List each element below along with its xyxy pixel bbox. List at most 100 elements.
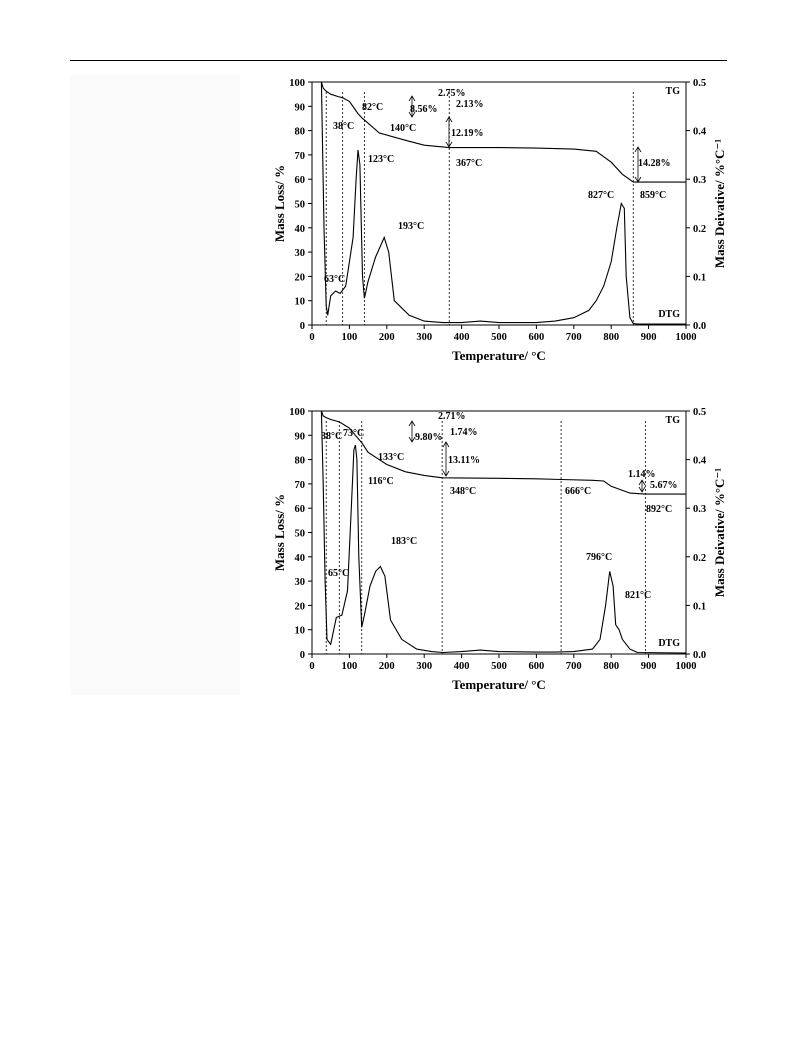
x-tick-label: 0 [309, 332, 314, 343]
annotation-label: 5.67% [650, 480, 678, 491]
y-tick-label: 20 [295, 601, 306, 612]
bracket-arrow-head [638, 486, 646, 493]
y-tick-label: 0 [300, 650, 305, 661]
y-tick-label: 90 [295, 102, 306, 113]
y2-tick-label: 0.5 [693, 78, 706, 89]
series-dtg-line [320, 410, 687, 654]
bracket-arrow-head [634, 146, 642, 153]
annotation-label: 38°C [321, 431, 342, 442]
x-tick-label: 100 [342, 661, 358, 672]
y-tick-label: 100 [289, 407, 305, 418]
y2-tick-label: 0.3 [693, 175, 706, 186]
annotation-label: 133°C [378, 452, 404, 463]
y-tick-label: 10 [295, 297, 306, 308]
x-tick-label: 900 [641, 661, 657, 672]
y-tick-label: 30 [295, 577, 306, 588]
y-tick-label: 0 [300, 321, 305, 332]
x-tick-label: 500 [491, 332, 507, 343]
plot-frame [311, 81, 687, 326]
annotation-label: 348°C [450, 486, 476, 497]
x-tick-label: 800 [603, 661, 619, 672]
y-tick-label: 80 [295, 127, 306, 138]
y-tick-label: 20 [295, 272, 306, 283]
annotation-label: 82°C [362, 102, 383, 113]
series-label-dtg: DTG [658, 638, 680, 649]
y-axis-title: Mass Loss/ % [272, 494, 287, 571]
margin-background [70, 75, 240, 695]
annotation-label: 1.14% [628, 469, 656, 480]
series-tg-line [320, 81, 686, 183]
bracket-arrow-head [408, 420, 416, 427]
x-tick-label: 400 [454, 661, 470, 672]
annotation-label: 2.13% [456, 99, 484, 110]
bracket-arrow-head [442, 441, 450, 448]
y2-tick-label: 0.2 [693, 553, 706, 564]
x-tick-label: 200 [379, 661, 395, 672]
y-tick-label: 80 [295, 456, 306, 467]
x-tick-label: 700 [566, 661, 582, 672]
annotation-label: 859°C [640, 190, 666, 201]
annotation-label: 65°C [328, 568, 349, 579]
series-label-tg: TG [666, 415, 681, 426]
chart-panel-2: 0 100 200 300 400 500 600 700 800 900 1000 0 10 20 30 4… [272, 407, 727, 692]
annotation-label: 14.28% [638, 158, 671, 169]
x-axis-title: Temperature/ °C [452, 677, 546, 692]
x-tick-label: 400 [454, 332, 470, 343]
annotation-label: 12.19% [451, 128, 484, 139]
y-tick-label: 70 [295, 480, 306, 491]
x-tick-label: 0 [309, 661, 314, 672]
y-tick-label: 70 [295, 151, 306, 162]
annotation-label: 116°C [368, 476, 394, 487]
annotation-label: 666°C [565, 486, 591, 497]
annotation-label: 2.75% [438, 88, 466, 99]
x-tick-label: 700 [566, 332, 582, 343]
y-tick-label: 50 [295, 529, 306, 540]
y2-tick-label: 0.0 [693, 321, 706, 332]
y2-tick-label: 0.1 [693, 601, 706, 612]
y2-axis-title: Mass Deivative/ %°C⁻¹ [712, 468, 727, 597]
x-tick-label: 600 [529, 332, 545, 343]
bracket-arrow-head [445, 116, 453, 123]
annotation-label: 193°C [398, 221, 424, 232]
bracket-arrow-head [634, 176, 642, 183]
x-tick-label: 300 [416, 332, 432, 343]
annotation-label: 892°C [646, 504, 672, 515]
y-tick-label: 30 [295, 248, 306, 259]
annotation-label: 140°C [390, 123, 416, 134]
x-tick-label: 900 [641, 332, 657, 343]
plot-frame [311, 410, 687, 655]
bracket-arrow-head [408, 111, 416, 118]
y-tick-label: 40 [295, 224, 306, 235]
y2-tick-label: 0.0 [693, 650, 706, 661]
annotation-label: 1.74% [450, 427, 478, 438]
page-header-rule [70, 60, 727, 61]
annotation-label: 8.56% [410, 104, 438, 115]
series-dtg-line [320, 81, 686, 325]
bracket-arrow-head [408, 436, 416, 443]
annotation-label: 827°C [588, 190, 614, 201]
annotation-label: 796°C [586, 552, 612, 563]
annotation-label: 73°C [343, 428, 364, 439]
x-tick-label: 1000 [676, 661, 697, 672]
y-tick-label: 40 [295, 553, 306, 564]
series-tg-line [320, 410, 686, 495]
annotation-label: 821°C [625, 590, 651, 601]
y2-axis-title: Mass Deivative/ %°C⁻¹ [712, 139, 727, 268]
annotation-label: 183°C [391, 536, 417, 547]
y-tick-label: 90 [295, 431, 306, 442]
y-tick-label: 100 [289, 78, 305, 89]
annotation-label: 123°C [368, 154, 394, 165]
x-tick-label: 300 [416, 661, 432, 672]
bracket-arrow-head [408, 95, 416, 102]
series-label-tg: TG [666, 86, 681, 97]
annotation-label: 2.71% [438, 411, 466, 422]
y2-tick-label: 0.1 [693, 272, 706, 283]
y-axis-title: Mass Loss/ % [272, 165, 287, 242]
x-axis-title: Temperature/ °C [452, 348, 546, 363]
chart-panel-1: 0 100 200 300 400 500 600 700 800 900 1000 0 10 20 30 4… [272, 78, 727, 363]
bracket-arrow-head [445, 141, 453, 148]
y-tick-label: 50 [295, 200, 306, 211]
y-tick-label: 10 [295, 626, 306, 637]
bracket-arrow-head [638, 479, 646, 486]
